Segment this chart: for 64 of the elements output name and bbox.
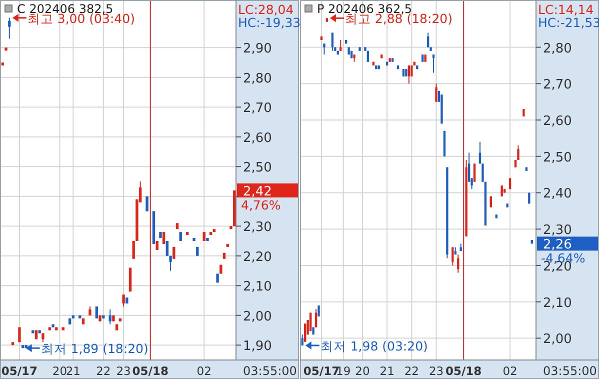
candlestick bbox=[468, 152, 470, 182]
candlestick bbox=[122, 294, 125, 307]
y-tick-label: 2,00 bbox=[243, 309, 272, 324]
candlestick bbox=[435, 83, 438, 102]
candlestick bbox=[304, 323, 306, 342]
y-tick-label: 2,50 bbox=[243, 160, 272, 176]
x-tick-label: 20 bbox=[355, 364, 370, 378]
x-tick-label: 02 bbox=[196, 364, 212, 378]
text: 03:55:00 bbox=[543, 364, 597, 378]
candlestick bbox=[457, 254, 460, 274]
y-tick-label: 2,30 bbox=[543, 223, 572, 238]
text: 2,42 bbox=[243, 184, 272, 200]
y-tick-label: 2,00 bbox=[543, 332, 572, 348]
candlestick bbox=[301, 334, 304, 346]
y-tick-label: 2,30 bbox=[243, 220, 272, 236]
y-tick-label: 2,60 bbox=[243, 130, 272, 146]
candlestick bbox=[426, 32, 430, 48]
y-tick-label: 2,40 bbox=[543, 186, 572, 202]
text: 2,26 bbox=[543, 238, 572, 253]
candlestick bbox=[473, 163, 476, 182]
x-tick-label: 22 bbox=[96, 364, 111, 378]
x-tick-label: 05/18 bbox=[132, 364, 168, 378]
candlestick bbox=[478, 141, 482, 164]
x-tick-label: 21 bbox=[66, 364, 80, 378]
text: LC:14,14 bbox=[538, 2, 594, 17]
text: LC:28,04 bbox=[238, 2, 294, 17]
x-tick-label: 05/18 bbox=[445, 364, 482, 378]
y-tick-label: 2,10 bbox=[543, 296, 572, 311]
y-tick-label: 2,70 bbox=[543, 78, 572, 93]
annotation: 최저 1,98 (03:20) bbox=[320, 338, 428, 354]
y-tick-label: 2,80 bbox=[543, 41, 572, 56]
y-tick-label: 2,50 bbox=[543, 150, 572, 166]
candlestick bbox=[314, 308, 318, 328]
candlestick bbox=[166, 240, 169, 256]
x-tick-label: 05/17 bbox=[1, 364, 38, 378]
candlestick bbox=[108, 308, 112, 325]
candlestick bbox=[482, 163, 484, 182]
candlestick bbox=[169, 255, 172, 272]
candlestick bbox=[132, 240, 135, 260]
y-tick-label: 2,80 bbox=[243, 71, 272, 86]
candlestick bbox=[331, 32, 334, 52]
candlestick bbox=[8, 17, 11, 40]
y-tick-label: 1,90 bbox=[243, 339, 272, 354]
x-tick-label: 23 bbox=[116, 364, 131, 378]
x-tick-label: 22 bbox=[404, 364, 419, 378]
y-tick-label: 2,90 bbox=[243, 42, 272, 57]
candlestick bbox=[517, 144, 520, 160]
x-tick-label: 20 bbox=[52, 364, 68, 378]
candlestick bbox=[323, 43, 326, 56]
x-tick-label: 02 bbox=[502, 364, 518, 378]
candlestick bbox=[162, 232, 166, 244]
text: 4,76% bbox=[241, 197, 281, 212]
y-tick-label: 2,10 bbox=[243, 280, 272, 295]
candlestick bbox=[408, 64, 410, 84]
candlestick bbox=[452, 246, 454, 266]
y-tick-label: 2,20 bbox=[243, 250, 272, 265]
candlestick bbox=[309, 312, 312, 332]
text: HC:-19,33 bbox=[238, 15, 301, 30]
text: 03:55:00 bbox=[243, 364, 297, 378]
x-tick-label: 23 bbox=[428, 364, 444, 378]
y-tick-label: 2,70 bbox=[243, 101, 272, 116]
y-tick-label: 2,60 bbox=[543, 114, 572, 129]
annotation: 최저 1,89 (18:20) bbox=[40, 341, 148, 356]
x-tick-label: 21 bbox=[380, 364, 394, 378]
